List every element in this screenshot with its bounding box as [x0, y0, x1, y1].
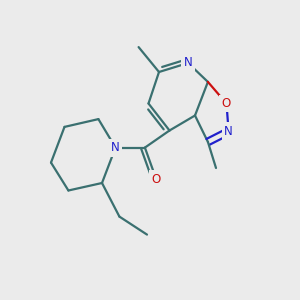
Text: N: N [184, 56, 193, 70]
Text: N: N [111, 141, 120, 154]
Text: N: N [224, 125, 233, 138]
Text: O: O [222, 97, 231, 110]
Text: O: O [152, 173, 161, 186]
